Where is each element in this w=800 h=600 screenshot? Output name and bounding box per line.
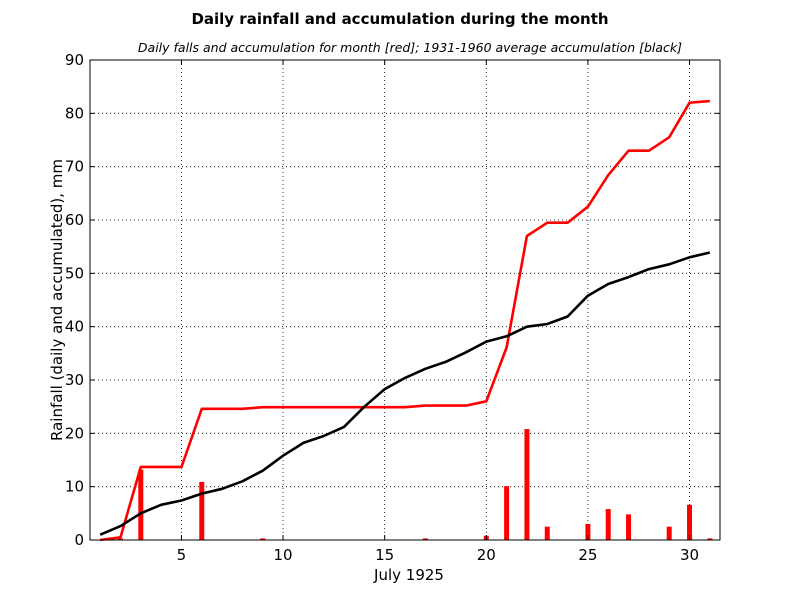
x-tick-label: 5 bbox=[177, 546, 187, 564]
accumulation-lines bbox=[99, 99, 711, 542]
y-tick-label: 70 bbox=[65, 158, 84, 176]
daily-fall-bar bbox=[605, 509, 611, 540]
x-tick-label: 15 bbox=[375, 546, 394, 564]
daily-fall-bar bbox=[626, 514, 632, 540]
daily-fall-bar bbox=[687, 504, 693, 540]
x-tick-label: 30 bbox=[680, 546, 699, 564]
x-tick-label: 10 bbox=[274, 546, 293, 564]
daily-fall-bar bbox=[138, 469, 144, 540]
y-tick-label: 20 bbox=[65, 424, 84, 442]
month-accumulation-line bbox=[100, 99, 710, 542]
x-axis-label: July 1925 bbox=[373, 566, 444, 584]
daily-fall-bar bbox=[422, 538, 428, 540]
daily-fall-bar bbox=[585, 524, 591, 540]
y-tick-label: 40 bbox=[65, 318, 84, 336]
daily-fall-bar bbox=[707, 538, 713, 540]
grid-lines bbox=[90, 60, 720, 540]
daily-fall-bar bbox=[504, 486, 510, 540]
y-tick-label: 50 bbox=[65, 264, 84, 282]
y-tick-label: 60 bbox=[65, 211, 84, 229]
plot-frame bbox=[89, 59, 721, 541]
y-tick-label: 90 bbox=[65, 51, 84, 69]
average-accumulation-line bbox=[99, 251, 711, 536]
daily-fall-bar bbox=[524, 429, 530, 540]
y-tick-label: 80 bbox=[65, 104, 84, 122]
y-tick-label: 10 bbox=[65, 478, 84, 496]
daily-fall-bar bbox=[544, 526, 550, 540]
y-tick-label: 0 bbox=[74, 531, 84, 549]
chart-subtitle: Daily falls and accumulation for month [… bbox=[138, 40, 682, 55]
y-tick-label: 30 bbox=[65, 371, 84, 389]
y-axis-label: Rainfall (daily and accumulated), mm bbox=[48, 159, 66, 441]
daily-fall-bar bbox=[199, 481, 205, 540]
x-tick-label: 20 bbox=[477, 546, 496, 564]
daily-fall-bar bbox=[666, 526, 672, 540]
x-tick-label: 25 bbox=[578, 546, 597, 564]
daily-fall-bar bbox=[260, 538, 266, 540]
axis-ticks: 5 10 15 20 25 30 0 10 20 30 40 50 60 70 80 90 bbox=[65, 51, 720, 564]
chart-title: Daily rainfall and accumulation during t… bbox=[191, 10, 608, 28]
daily-fall-bar bbox=[117, 538, 123, 540]
daily-falls-bars bbox=[117, 429, 713, 540]
